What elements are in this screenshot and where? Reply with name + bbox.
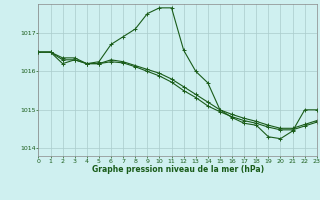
X-axis label: Graphe pression niveau de la mer (hPa): Graphe pression niveau de la mer (hPa) (92, 165, 264, 174)
